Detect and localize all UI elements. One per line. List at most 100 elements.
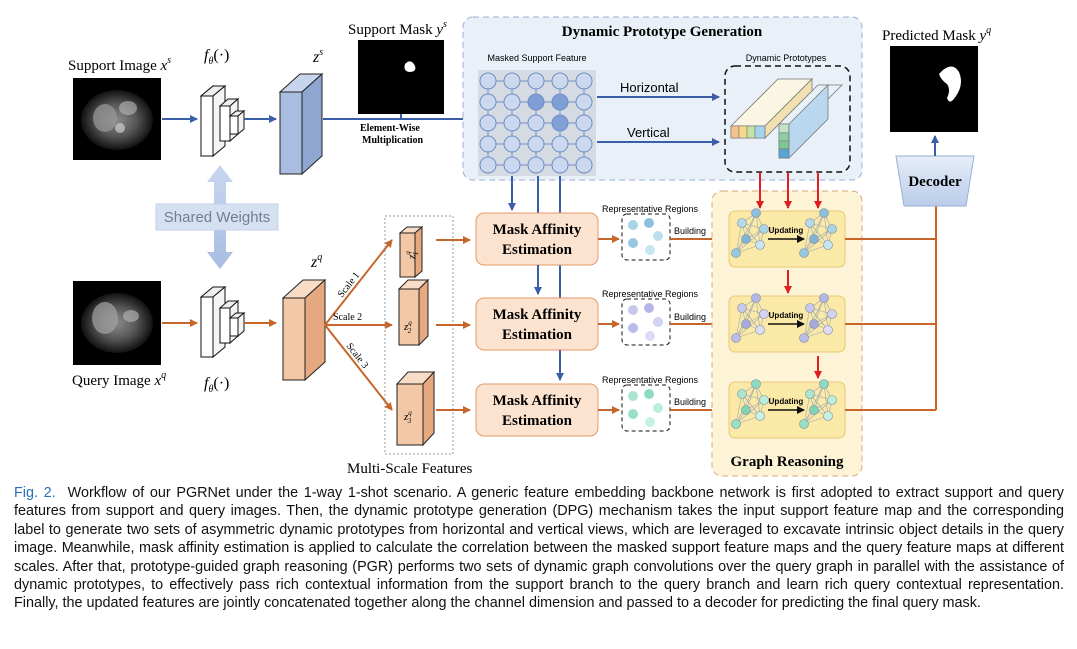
graph-edge (823, 212, 829, 246)
support-image-label: Support Image xs (68, 55, 171, 74)
graph-node (809, 319, 819, 329)
scale-feature-3-label: zq 3 (403, 409, 412, 425)
grid-node (503, 156, 521, 174)
graph-node (731, 248, 741, 258)
grid-node (479, 114, 497, 132)
graph-node (737, 303, 747, 313)
graph-edge (803, 383, 825, 425)
arrow-scale-3 (324, 324, 393, 411)
graph-node (809, 234, 819, 244)
representative-regions-label-3: Representative Regions (602, 375, 699, 385)
representative-regions-1 (621, 213, 671, 261)
support-mask-image (358, 40, 444, 114)
grid-node (479, 156, 497, 174)
representative-regions-label-1: Representative Regions (602, 204, 699, 214)
support-feature-label: zs (312, 47, 323, 66)
representative-regions-2 (621, 298, 671, 346)
graph-edge (755, 212, 761, 246)
grid-node (551, 135, 569, 153)
graph-node (799, 419, 809, 429)
svg-text:Mask Affinity: Mask Affinity (493, 393, 582, 409)
query-image-label: Query Image xq (72, 370, 166, 389)
graph-edge (823, 383, 829, 417)
graph-node (741, 319, 751, 329)
masked-support-feature-grid (478, 70, 596, 176)
graph-edge (735, 297, 757, 339)
svg-text:Mask Affinity: Mask Affinity (493, 307, 582, 323)
figure-caption: Fig. 2. Workflow of our PGRNet under the … (14, 484, 1064, 613)
horizontal-label: Horizontal (620, 80, 679, 95)
graph-node (731, 333, 741, 343)
predicted-mask-label: Predicted Mask yq (882, 25, 991, 44)
graph-node (819, 293, 829, 303)
graph-node (799, 333, 809, 343)
query-graph-2: Updating (728, 293, 846, 353)
graph-node (823, 240, 833, 250)
graph-node (755, 325, 765, 335)
query-image (73, 281, 161, 365)
graph-node (759, 309, 769, 319)
grid-node (575, 156, 593, 174)
graph-node (805, 389, 815, 399)
graph-edge (735, 212, 757, 254)
shared-weights-label: Shared Weights (164, 209, 270, 226)
vertical-label: Vertical (627, 125, 670, 140)
encoder-support (199, 84, 246, 158)
grid-node (551, 72, 569, 90)
mask-affinity-estimation-2: Mask Affinity Estimation (475, 297, 599, 351)
building-label-3: Building (674, 397, 706, 407)
mask-affinity-estimation-3: Mask Affinity Estimation (475, 383, 599, 437)
grid-node (575, 135, 593, 153)
svg-text:Mask Affinity: Mask Affinity (493, 222, 582, 238)
graph-node (827, 309, 837, 319)
graph-edge (803, 297, 825, 339)
graph-edge (803, 222, 811, 254)
grid-node (479, 72, 497, 90)
grid-node (575, 72, 593, 90)
encoder-label-query: fθ(·) (204, 375, 229, 395)
updating-label: Updating (769, 397, 804, 406)
graph-node (823, 325, 833, 335)
dynamic-prototypes-label: Dynamic Prototypes (746, 53, 827, 63)
grid-node (503, 93, 521, 111)
scale-feature-2 (397, 278, 430, 347)
grid-node (527, 156, 545, 174)
scale-feature-1 (398, 225, 424, 279)
graph-node (751, 293, 761, 303)
graph-node (827, 395, 837, 405)
support-mask-label: Support Mask ys (348, 19, 447, 38)
graph-edge (803, 393, 811, 425)
grid-node (527, 72, 545, 90)
caption-text: Workflow of our PGRNet under the 1-way 1… (14, 485, 1064, 612)
predicted-mask-image (890, 46, 978, 132)
query-feature-label: zq (310, 252, 322, 271)
representative-regions-3 (621, 384, 671, 432)
decoder-block: Decoder (895, 155, 975, 207)
building-label-2: Building (674, 312, 706, 322)
grid-node (527, 93, 545, 111)
encoder-query (199, 285, 246, 359)
graph-node (827, 224, 837, 234)
pgrnet-diagram: Support Image xs fθ(·) zs Element-Wise M… (68, 16, 991, 477)
multi-scale-label: Multi-Scale Features (347, 461, 473, 477)
graph-node (823, 411, 833, 421)
svg-text:Estimation: Estimation (502, 413, 573, 429)
svg-text:Estimation: Estimation (502, 327, 573, 343)
graph-node (737, 389, 747, 399)
grid-node (503, 72, 521, 90)
building-label-1: Building (674, 226, 706, 236)
dpg-title: Dynamic Prototype Generation (562, 24, 763, 40)
graph-edge (735, 393, 743, 425)
grid-node (479, 135, 497, 153)
svg-text:Decoder: Decoder (908, 174, 962, 190)
support-image (73, 78, 161, 160)
grid-node (503, 114, 521, 132)
masked-support-feature-label: Masked Support Feature (487, 53, 586, 63)
graph-edge (755, 297, 761, 331)
graph-edge (803, 212, 825, 254)
grid-node (551, 93, 569, 111)
graph-node (741, 234, 751, 244)
grid-node (527, 135, 545, 153)
grid-node (503, 135, 521, 153)
representative-regions-label-2: Representative Regions (602, 289, 699, 299)
